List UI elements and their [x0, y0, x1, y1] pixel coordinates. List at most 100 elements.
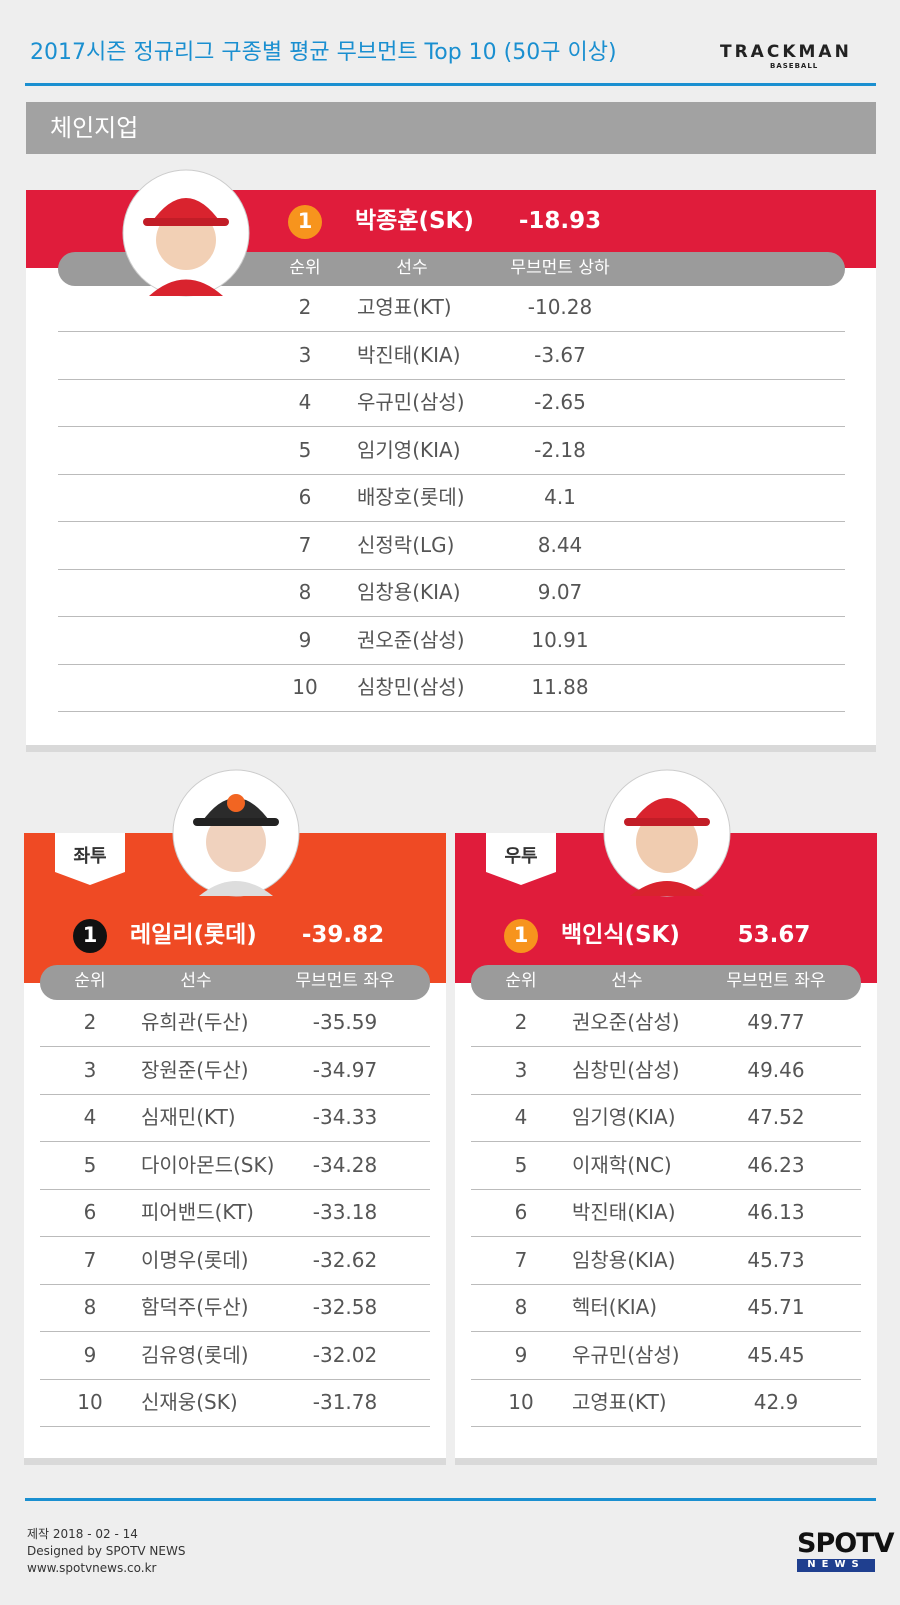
column-header: 순위: [289, 258, 321, 278]
player: 함덕주(두산): [141, 1295, 249, 1319]
player: 백인식(SK): [561, 922, 680, 948]
row-line: [471, 1188, 861, 1190]
value: -32.62: [312, 1247, 378, 1272]
player: 다이아몬드(SK): [141, 1152, 275, 1177]
rank: 7: [514, 1247, 528, 1272]
column-header: 선수: [611, 971, 643, 991]
rank: 6: [298, 485, 312, 509]
row-line: [471, 1426, 861, 1427]
section-title: 체인지업: [50, 114, 139, 142]
brand-sub: NEWS: [807, 1559, 865, 1570]
player: 임창용(KIA): [357, 580, 461, 604]
row-line: [58, 473, 845, 475]
player: 이명우(롯데): [141, 1247, 249, 1272]
value: -39.82: [301, 922, 385, 948]
column-header: 선수: [396, 258, 428, 278]
player: 이재학(NC): [572, 1152, 672, 1177]
value: -31.78: [312, 1390, 378, 1414]
player: 임기영(KIA): [357, 437, 461, 462]
rank: 9: [83, 1342, 97, 1367]
row-line: [471, 1093, 861, 1095]
row-line: [40, 1283, 430, 1285]
rank: 3: [83, 1057, 97, 1082]
value: -2.18: [534, 437, 586, 462]
rank-badge: [504, 919, 538, 953]
rank: 6: [514, 1200, 528, 1224]
rank: 5: [514, 1152, 528, 1177]
value: 45.45: [747, 1342, 805, 1367]
divider: [25, 83, 876, 86]
side-label: 좌투: [73, 846, 107, 867]
player: 임기영(KIA): [572, 1105, 676, 1129]
row-line: [40, 1188, 430, 1190]
player: 우규민(삼성): [357, 390, 465, 414]
rank: 10: [77, 1390, 103, 1414]
logo-sub: BASEBALL: [770, 62, 819, 70]
value: 46.13: [747, 1200, 805, 1224]
value: -34.33: [312, 1105, 378, 1129]
player: 신정락(LG): [357, 532, 455, 557]
footer-date: 제작 2018 - 02 - 14: [27, 1527, 138, 1541]
column-header: 무브먼트 좌우: [295, 971, 395, 991]
row-line: [471, 1141, 861, 1142]
value: -34.28: [312, 1152, 378, 1177]
rank-badge: [288, 205, 322, 239]
divider: [25, 1498, 876, 1501]
brand-sub-bg: [797, 1559, 875, 1572]
row-line: [58, 378, 845, 380]
rank: 2: [514, 1010, 528, 1034]
row-line: [471, 1236, 861, 1237]
column-header: 선수: [180, 971, 212, 991]
value: -35.59: [312, 1010, 378, 1034]
player: 심재민(KT): [141, 1105, 236, 1129]
player-photo: [603, 769, 731, 897]
player-photo: [122, 169, 250, 297]
player: 신재웅(SK): [141, 1390, 238, 1414]
row-line: [58, 616, 845, 617]
footer-designer: Designed by SPOTV NEWS: [27, 1544, 186, 1558]
rank: 8: [298, 580, 312, 604]
value: 45.73: [747, 1247, 805, 1272]
value: -2.65: [534, 390, 586, 414]
rank: 3: [298, 342, 312, 367]
value: -10.28: [527, 295, 593, 319]
value: 47.52: [747, 1105, 805, 1129]
brand-logo: SPOTV: [797, 1528, 895, 1559]
value: 45.71: [747, 1295, 805, 1319]
rank: 4: [514, 1105, 528, 1129]
value: -34.97: [312, 1057, 378, 1082]
row-line: [58, 663, 845, 665]
rank: 10: [292, 675, 318, 699]
rank: 5: [298, 437, 312, 462]
player: 장원준(두산): [141, 1057, 249, 1082]
player: 박진태(KIA): [572, 1200, 676, 1224]
row-line: [58, 711, 845, 712]
player: 헥터(KIA): [572, 1295, 658, 1319]
value: 11.88: [531, 675, 589, 699]
rank: 1: [297, 209, 313, 233]
row-line: [58, 568, 845, 570]
rank: 7: [83, 1247, 97, 1272]
rank: 2: [83, 1010, 97, 1034]
header-pill: [471, 965, 861, 1000]
row-line: [58, 521, 845, 522]
column-header: 무브먼트 상하: [510, 258, 610, 278]
player: 고영표(KT): [357, 295, 452, 319]
value: 49.46: [747, 1057, 805, 1082]
player: 유희관(두산): [141, 1010, 249, 1034]
rank: 8: [514, 1295, 528, 1319]
value: -33.18: [312, 1200, 378, 1224]
header-pill: [40, 965, 430, 1000]
value: 46.23: [747, 1152, 805, 1177]
rank: 10: [508, 1390, 534, 1414]
label-tab: [486, 833, 556, 885]
row-line: [40, 1046, 430, 1047]
value: 10.91: [531, 627, 589, 652]
row-line: [58, 331, 845, 332]
label-tab: [55, 833, 125, 885]
rank: 1: [82, 923, 98, 947]
player: 우규민(삼성): [572, 1342, 680, 1367]
logo: TRACKMAN: [720, 42, 852, 62]
rank-badge: [73, 919, 107, 953]
